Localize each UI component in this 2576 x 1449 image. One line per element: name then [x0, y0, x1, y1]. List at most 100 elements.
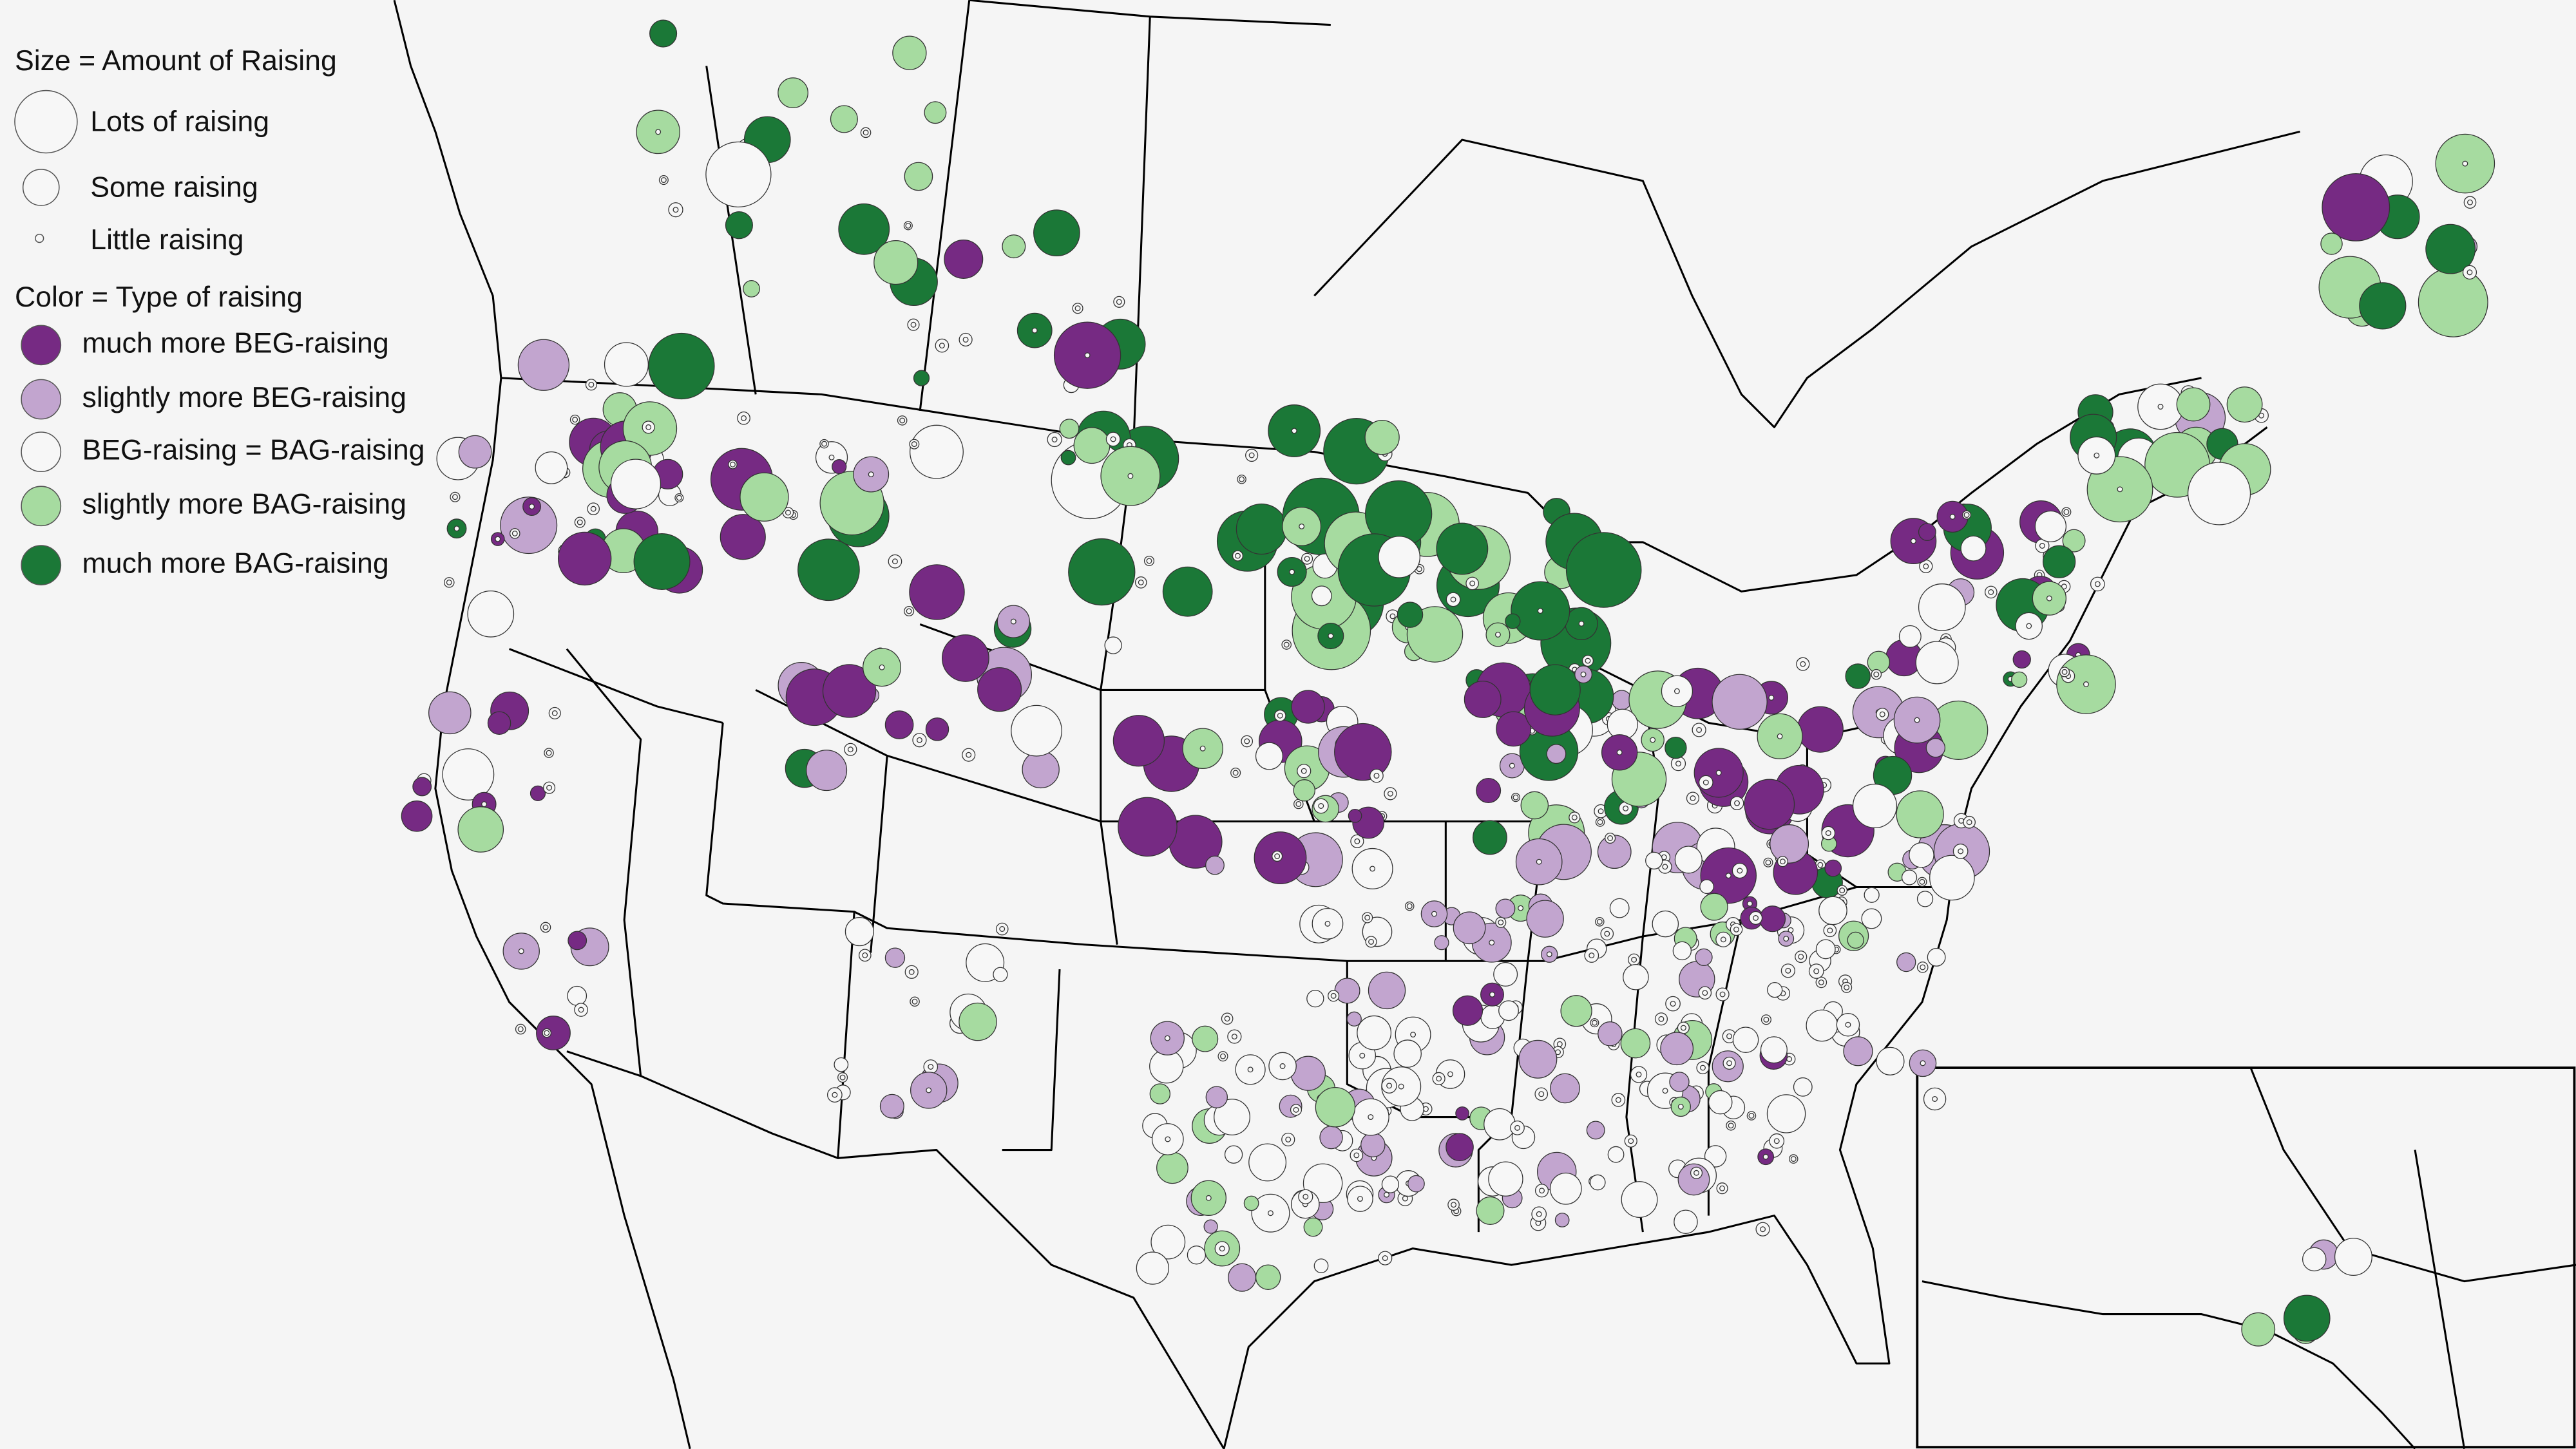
- data-spot-inner: [1768, 694, 1775, 701]
- legend-label: Some raising: [90, 171, 258, 203]
- data-spot-inner: [1719, 1185, 1726, 1191]
- data-spot-inner: [2117, 486, 2123, 493]
- data-spot-inner: [1737, 867, 1743, 874]
- data-spot: [1214, 1099, 1250, 1135]
- data-spot: [1434, 935, 1449, 951]
- data-spot: [2322, 173, 2390, 242]
- data-spot-inner: [1274, 853, 1281, 860]
- data-spot-inner: [1074, 305, 1081, 312]
- data-spot: [832, 459, 847, 475]
- data-spot: [1518, 1039, 1558, 1079]
- legend-label: slightly more BEG-raising: [82, 382, 406, 413]
- data-spot: [1364, 420, 1400, 455]
- data-spot: [1652, 910, 1679, 938]
- data-spot: [1611, 690, 1632, 710]
- data-spot-inner: [1328, 633, 1334, 639]
- data-spot-inner: [1277, 712, 1283, 719]
- data-spot-inner: [577, 519, 583, 526]
- color-swatch: [21, 325, 62, 366]
- data-spot-inner: [1696, 726, 1703, 733]
- data-spot-inner: [1279, 1063, 1286, 1069]
- data-spot: [1669, 1072, 1690, 1092]
- data-spot-inner: [1988, 589, 1994, 595]
- data-spot-inner: [1239, 476, 1245, 482]
- data-spot-inner: [1368, 938, 1375, 945]
- data-spot: [1348, 808, 1362, 823]
- data-spot: [1708, 1090, 1733, 1115]
- data-spot: [1760, 1036, 1788, 1064]
- data-spot-inner: [578, 1007, 584, 1013]
- data-spot-inner: [1318, 803, 1324, 809]
- data-spot-inner: [1690, 795, 1696, 801]
- data-spot-inner: [1359, 1052, 1366, 1059]
- data-spot-inner: [1199, 745, 1206, 752]
- data-spot: [879, 1094, 904, 1119]
- data-spot-inner: [1518, 905, 1524, 911]
- data-spot-inner: [655, 129, 662, 135]
- data-spot-inner: [1677, 1104, 1684, 1110]
- data-spot-inner: [1357, 1196, 1363, 1202]
- data-spot: [2241, 1312, 2276, 1347]
- data-spot: [1925, 738, 1946, 758]
- data-spot: [993, 967, 1008, 982]
- data-spot: [1453, 911, 1486, 945]
- data-spot-inner: [1800, 661, 1806, 667]
- data-spot-inner: [1726, 1060, 1732, 1066]
- data-spot-inner: [1585, 658, 1591, 664]
- inset-frame: [1916, 1066, 2576, 1449]
- data-spot-inner: [1498, 919, 1504, 925]
- data-spot-inner: [1628, 1138, 1634, 1144]
- data-spot-inner: [1398, 1083, 1404, 1090]
- data-spot-inner: [1746, 900, 1753, 907]
- data-spot: [1243, 1195, 1259, 1211]
- data-spot-inner: [1450, 596, 1456, 603]
- data-spot: [2176, 387, 2211, 422]
- data-spot-inner: [905, 222, 911, 229]
- data-spot-inner: [999, 926, 1006, 932]
- legend-label: Lots of raising: [90, 106, 269, 137]
- data-spot-inner: [1489, 940, 1495, 946]
- data-spot: [517, 339, 570, 391]
- data-spot-inner: [1963, 512, 1970, 518]
- data-spot: [1073, 427, 1111, 464]
- data-spot-inner: [1299, 523, 1305, 529]
- gulf-coast: [1223, 426, 2268, 1449]
- size-swatch: [35, 233, 44, 243]
- data-spot-inner: [1330, 992, 1337, 999]
- data-spot-inner: [1538, 1091, 1545, 1097]
- data-spot: [797, 538, 860, 601]
- data-spot: [1806, 1009, 1838, 1042]
- data-spot: [1529, 664, 1581, 715]
- data-spot-inner: [1650, 737, 1656, 743]
- data-spot-inner: [1762, 1153, 1769, 1160]
- data-spot-inner: [926, 1087, 932, 1094]
- data-spot: [2334, 1238, 2372, 1276]
- data-spot-inner: [1368, 1114, 1374, 1121]
- data-spot: [806, 750, 848, 791]
- data-spot: [1852, 783, 1898, 829]
- data-spot-inner: [1615, 1097, 1621, 1103]
- data-spot: [1455, 1106, 1469, 1121]
- data-spot: [500, 497, 558, 554]
- data-spot: [1586, 1121, 1605, 1140]
- data-spot-inner: [1382, 1255, 1388, 1262]
- data-spot: [1060, 450, 1076, 466]
- data-spot-inner: [1387, 790, 1393, 797]
- data-spot-inner: [1726, 1033, 1732, 1039]
- data-spot-inner: [1827, 927, 1833, 934]
- data-spot: [1306, 990, 1324, 1008]
- data-spot: [428, 691, 472, 735]
- data-spot: [1766, 1094, 1806, 1133]
- data-spot: [1700, 893, 1728, 921]
- color-swatch: [21, 431, 62, 473]
- data-spot: [467, 591, 515, 638]
- data-spot: [1022, 750, 1060, 789]
- data-spot-inner: [908, 969, 915, 975]
- data-spot-inner: [1693, 1170, 1699, 1176]
- data-spot-inner: [928, 1064, 934, 1070]
- data-spot: [2418, 267, 2488, 337]
- data-spot: [1068, 538, 1136, 606]
- data-spot: [1393, 1039, 1422, 1068]
- data-spot-inner: [1301, 768, 1307, 774]
- data-spot: [1901, 869, 1918, 886]
